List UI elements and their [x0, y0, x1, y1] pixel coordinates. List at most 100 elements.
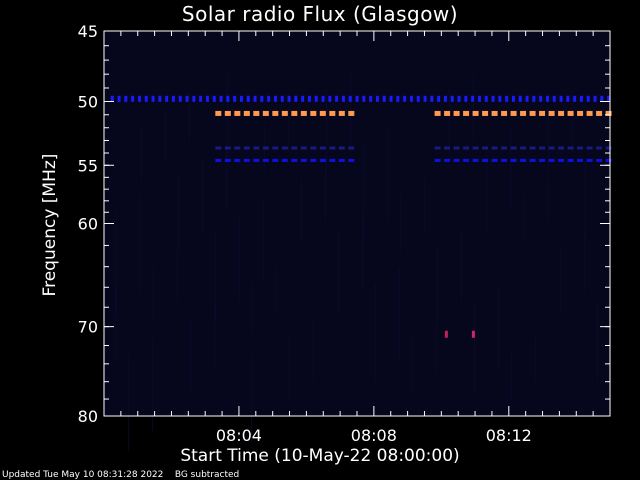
y-tick-label: 60 — [78, 215, 98, 234]
band-segment — [457, 95, 461, 102]
band-segment — [178, 95, 182, 102]
band-segment — [567, 158, 574, 162]
band-segment — [434, 146, 441, 150]
band-segment — [355, 95, 359, 102]
band-segment — [226, 95, 230, 102]
band-segment — [491, 95, 495, 102]
band-segment — [577, 110, 584, 116]
band-segment — [338, 158, 345, 162]
band-segment — [382, 95, 386, 102]
noise-stripe — [276, 267, 277, 311]
band-segment — [577, 146, 584, 150]
band-segment — [243, 158, 250, 162]
noise-stripe — [215, 230, 216, 321]
band-segment — [185, 95, 189, 102]
band-segment — [539, 158, 546, 162]
noise-stripe — [375, 284, 376, 381]
band-segment — [335, 95, 339, 102]
band-segment — [463, 110, 470, 116]
band-segment — [559, 95, 563, 102]
x-tick-label: 08:04 — [216, 426, 262, 445]
band-segment — [165, 95, 169, 102]
band-segment — [281, 146, 288, 150]
noise-stripe — [116, 213, 117, 311]
noise-stripe — [325, 162, 326, 221]
band-segment — [444, 158, 451, 162]
band-segment — [605, 146, 612, 150]
band-segment — [124, 95, 128, 102]
band-segment — [444, 146, 451, 150]
noise-stripe — [399, 268, 400, 361]
noise-stripe — [597, 302, 598, 381]
band-segment — [566, 95, 570, 102]
x-tick-label: 08:08 — [351, 426, 397, 445]
band-segment — [234, 158, 241, 162]
band-segment — [529, 110, 536, 116]
band-segment — [545, 95, 549, 102]
noise-stripe — [461, 232, 462, 301]
band-segment — [579, 95, 583, 102]
noise-stripe — [511, 354, 512, 401]
band-segment — [338, 110, 345, 116]
band-segment — [144, 95, 148, 102]
noise-stripe — [189, 92, 190, 141]
band-segment — [243, 146, 250, 150]
band-segment — [319, 146, 326, 150]
noise-stripe — [252, 283, 253, 331]
band-segment — [131, 95, 135, 102]
band-segment — [253, 95, 257, 102]
band-segment — [253, 158, 260, 162]
band-segment — [215, 146, 222, 150]
band-segment — [472, 146, 479, 150]
band-segment — [539, 95, 543, 102]
band-segment — [423, 95, 427, 102]
band-segment — [338, 146, 345, 150]
band-segment — [243, 110, 250, 116]
band-segment — [224, 158, 231, 162]
band-segment — [314, 95, 318, 102]
band-segment — [224, 146, 231, 150]
band-segment — [403, 95, 407, 102]
noise-stripe — [498, 285, 499, 371]
band-segment — [464, 95, 468, 102]
band-segment — [117, 95, 121, 102]
noise-stripe — [288, 109, 289, 151]
band-segment — [262, 158, 269, 162]
band-segment — [272, 146, 279, 150]
noise-stripe — [153, 266, 154, 321]
noise-stripe — [363, 142, 364, 241]
noise-stripe — [424, 179, 425, 231]
bg-note: BG subtracted — [174, 470, 240, 480]
noise-stripe — [141, 124, 142, 181]
band-segment — [558, 146, 565, 150]
band-segment — [215, 158, 222, 162]
band-segment — [262, 110, 269, 116]
band-segment — [472, 158, 479, 162]
band-segment — [291, 110, 298, 116]
band-segment — [151, 95, 155, 102]
band-segment — [567, 146, 574, 150]
band-segment — [224, 110, 231, 116]
noise-stripe — [362, 215, 363, 291]
band-segment — [586, 158, 593, 162]
band-segment — [463, 158, 470, 162]
band-segment — [520, 110, 527, 116]
band-segment — [577, 158, 584, 162]
plot-background — [104, 31, 610, 416]
band-segment — [329, 158, 336, 162]
chart-title: Solar radio Flux (Glasgow) — [181, 2, 459, 26]
band-segment — [548, 146, 555, 150]
band-segment — [520, 146, 527, 150]
band-segment — [453, 110, 460, 116]
band-segment — [511, 95, 515, 102]
band-segment — [498, 95, 502, 102]
band-segment — [605, 158, 612, 162]
x-axis-label: Start Time (10-May-22 08:00:00) — [180, 446, 460, 466]
band-segment — [510, 158, 517, 162]
band-segment — [409, 95, 413, 102]
band-segment — [219, 95, 223, 102]
noise-stripe — [301, 178, 302, 241]
noise-stripe — [178, 177, 179, 251]
band-segment — [491, 146, 498, 150]
